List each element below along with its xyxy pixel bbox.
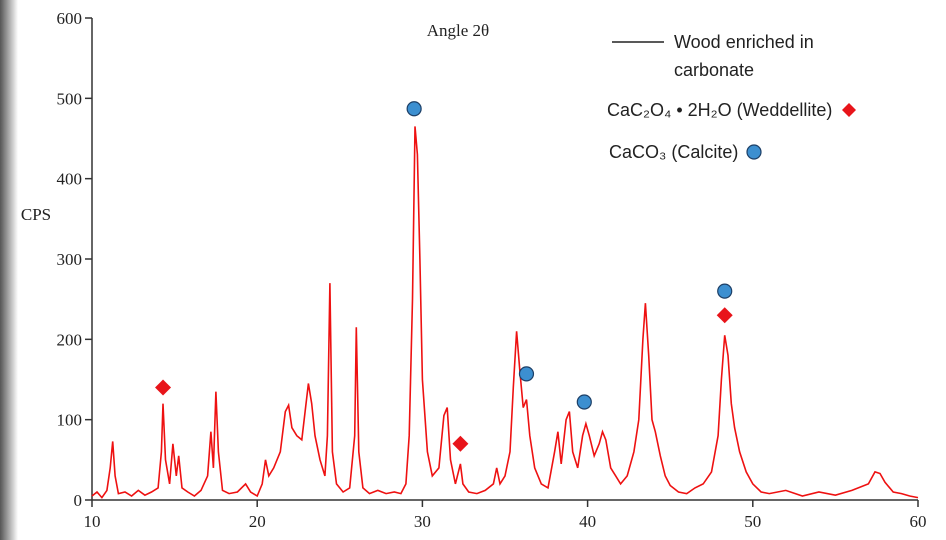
- x-tick-label: 40: [579, 512, 596, 531]
- calcite-marker: [518, 366, 535, 382]
- legend-label: CaCO₃ (Calcite): [609, 142, 739, 162]
- legend-key: [842, 103, 857, 117]
- x-tick-label: 60: [910, 512, 927, 531]
- y-tick-label: 100: [57, 411, 83, 430]
- legend-entry: Wood enriched in carbonate: [612, 28, 834, 84]
- y-axis-title: CPS: [21, 205, 51, 224]
- background-photo-edge: [0, 0, 18, 540]
- legend-key: [612, 41, 664, 43]
- y-tick-label: 200: [57, 330, 83, 349]
- calcite-marker: [576, 394, 592, 410]
- weddellite-marker: [452, 435, 469, 452]
- legend-label: CaC₂O₄ • 2H₂O (Weddellite): [607, 100, 833, 120]
- x-tick-label: 10: [84, 512, 101, 531]
- x-tick-label: 20: [249, 512, 266, 531]
- legend-entry: CaC₂O₄ • 2H₂O (Weddellite): [607, 96, 860, 124]
- weddellite-marker: [155, 379, 172, 396]
- legend-entry: CaCO₃ (Calcite): [609, 138, 766, 166]
- y-tick-label: 600: [57, 9, 83, 28]
- y-tick-label: 0: [74, 491, 83, 510]
- x-tick-label: 30: [414, 512, 431, 531]
- legend-diamond: [842, 103, 857, 117]
- y-tick-label: 300: [57, 250, 83, 269]
- data-line: [91, 126, 919, 499]
- y-tick-label: 400: [57, 170, 83, 189]
- weddellite-marker: [716, 307, 733, 324]
- legend-label: Wood enriched in carbonate: [674, 32, 814, 80]
- legend-circle: [746, 144, 762, 160]
- calcite-marker: [406, 101, 422, 117]
- x-tick-label: 50: [744, 512, 761, 531]
- calcite-marker: [717, 283, 733, 299]
- legend-key: [746, 144, 762, 160]
- x-axis-title: Angle 2θ: [427, 21, 489, 40]
- y-tick-label: 500: [57, 89, 83, 108]
